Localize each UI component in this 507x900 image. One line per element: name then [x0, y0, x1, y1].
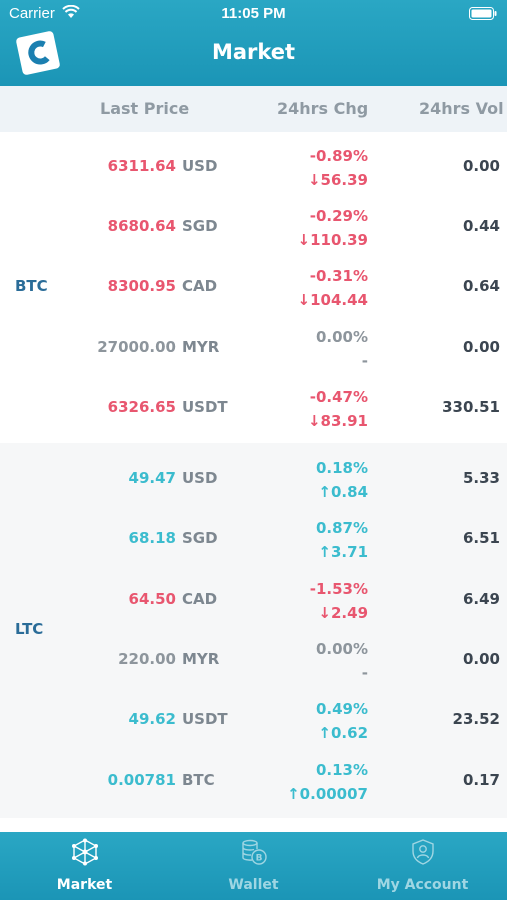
market-row[interactable]: 64.50 CAD -1.53% ↓2.49 6.49 — [0, 568, 507, 628]
volume-value: 6.49 — [462, 590, 500, 608]
status-bar: Carrier 11:05 PM — [0, 0, 507, 28]
change-amount: - — [361, 352, 368, 370]
last-price: 220.00 — [118, 650, 176, 668]
change-percent: -0.31% — [309, 267, 368, 285]
volume-value: 6.51 — [462, 529, 500, 547]
last-price: 49.62 — [128, 710, 176, 728]
change-amount: ↑0.00007 — [287, 785, 368, 803]
quote-currency: SGD — [182, 217, 218, 235]
change-percent: -0.47% — [309, 388, 368, 406]
market-group-ltc: LTC 49.47 USD 0.18% ↑0.84 5.33 68.18 SGD… — [0, 443, 507, 818]
change-amount: - — [361, 664, 368, 682]
svg-text:B: B — [256, 854, 263, 864]
change-amount: ↑3.71 — [318, 543, 368, 561]
change-amount: ↓104.44 — [297, 291, 368, 309]
market-row[interactable]: 49.62 USDT 0.49% ↑0.62 23.52 — [0, 688, 507, 748]
change-percent: 0.00% — [315, 640, 368, 658]
volume-value: 0.17 — [462, 771, 500, 789]
last-price: 68.18 — [128, 529, 176, 547]
market-row[interactable]: 6311.64 USD -0.89% ↓56.39 0.00 — [0, 135, 507, 195]
wifi-icon — [62, 5, 80, 18]
column-last-price[interactable]: Last Price — [100, 99, 190, 118]
shield-user-icon — [412, 839, 434, 865]
change-amount: ↓2.49 — [318, 604, 368, 622]
last-price: 6326.65 — [107, 398, 176, 416]
network-icon — [72, 838, 98, 866]
market-row[interactable]: 0.00781 BTC 0.13% ↑0.00007 0.17 — [0, 749, 507, 809]
quote-currency: USD — [182, 157, 218, 175]
coin-label: BTC — [15, 277, 48, 295]
column-header: Last Price 24hrs Chg 24hrs Vol — [0, 86, 507, 132]
change-amount: ↓83.91 — [307, 412, 368, 430]
tab-bar: Market B Wallet My Account — [0, 832, 507, 900]
change-percent: 0.18% — [315, 459, 368, 477]
tab-wallet[interactable]: B Wallet — [169, 832, 338, 900]
last-price: 27000.00 — [97, 338, 176, 356]
volume-value: 23.52 — [452, 710, 500, 728]
last-price: 6311.64 — [107, 157, 176, 175]
volume-value: 0.00 — [462, 157, 500, 175]
change-percent: -0.29% — [309, 207, 368, 225]
market-row[interactable]: 220.00 MYR 0.00% - 0.00 — [0, 628, 507, 688]
quote-currency: CAD — [182, 590, 218, 608]
quote-currency: MYR — [182, 650, 220, 668]
app-logo[interactable] — [13, 29, 63, 77]
market-row[interactable]: 8680.64 SGD -0.29% ↓110.39 0.44 — [0, 195, 507, 255]
volume-value: 5.33 — [462, 469, 500, 487]
tab-market[interactable]: Market — [0, 832, 169, 900]
change-percent: 0.49% — [315, 700, 368, 718]
coin-label: LTC — [15, 620, 44, 638]
change-percent: -0.89% — [309, 147, 368, 165]
quote-currency: USDT — [182, 398, 228, 416]
quote-currency: SGD — [182, 529, 218, 547]
tab-label: Wallet — [228, 877, 279, 893]
status-time: 11:05 PM — [221, 5, 286, 22]
change-amount: ↑0.62 — [318, 724, 368, 742]
change-amount: ↓110.39 — [297, 231, 368, 249]
change-amount: ↓56.39 — [307, 171, 368, 189]
market-row[interactable]: 6326.65 USDT -0.47% ↓83.91 330.51 — [0, 376, 507, 436]
last-price: 64.50 — [128, 590, 176, 608]
change-percent: 0.87% — [315, 519, 368, 537]
market-row[interactable]: 27000.00 MYR 0.00% - 0.00 — [0, 316, 507, 376]
change-percent: 0.00% — [315, 328, 368, 346]
quote-currency: CAD — [182, 277, 218, 295]
quote-currency: USD — [182, 469, 218, 487]
market-row[interactable]: 8300.95 CAD -0.31% ↓104.44 0.64 — [0, 255, 507, 315]
column-24h-volume[interactable]: 24hrs Vol — [419, 99, 504, 118]
tab-label: Market — [56, 877, 113, 893]
last-price: 0.00781 — [107, 771, 176, 789]
app-header: Carrier 11:05 PM Market — [0, 0, 507, 86]
battery-icon — [469, 7, 497, 20]
quote-currency: USDT — [182, 710, 228, 728]
change-amount: ↑0.84 — [318, 483, 368, 501]
quote-currency: MYR — [182, 338, 220, 356]
market-group-btc: BTC 6311.64 USD -0.89% ↓56.39 0.00 8680.… — [0, 132, 507, 443]
change-percent: 0.13% — [315, 761, 368, 779]
tab-label: My Account — [376, 877, 469, 893]
coins-icon: B — [242, 839, 267, 865]
last-price: 8680.64 — [107, 217, 176, 235]
market-row[interactable]: 49.47 USD 0.18% ↑0.84 5.33 — [0, 447, 507, 507]
volume-value: 0.00 — [462, 338, 500, 356]
carrier-label: Carrier — [9, 5, 55, 22]
volume-value: 0.00 — [462, 650, 500, 668]
last-price: 8300.95 — [107, 277, 176, 295]
volume-value: 330.51 — [442, 398, 500, 416]
market-row[interactable]: 68.18 SGD 0.87% ↑3.71 6.51 — [0, 507, 507, 567]
tab-my-account[interactable]: My Account — [338, 832, 507, 900]
page-title: Market — [211, 40, 296, 64]
quote-currency: BTC — [182, 771, 215, 789]
last-price: 49.47 — [128, 469, 176, 487]
column-24h-change[interactable]: 24hrs Chg — [277, 99, 369, 118]
volume-value: 0.64 — [462, 277, 500, 295]
change-percent: -1.53% — [309, 580, 368, 598]
volume-value: 0.44 — [462, 217, 500, 235]
